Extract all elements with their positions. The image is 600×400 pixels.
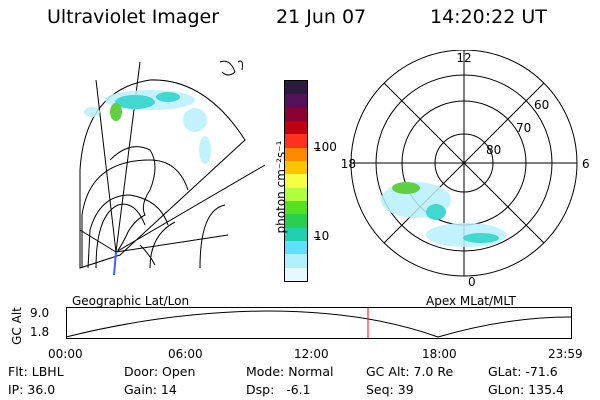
info-mode: Mode: Normal xyxy=(246,364,334,379)
mlt-label-18: 18 xyxy=(341,157,356,171)
altitude-ylabel: GC Alt xyxy=(9,307,24,345)
polar-plot: 12 18 6 0 60 70 80 xyxy=(341,50,590,289)
colorbar-band xyxy=(285,160,307,175)
altitude-ytick-bottom: 1.8 xyxy=(30,325,50,339)
altitude-plot xyxy=(66,307,572,339)
colorbar-tick-10: 10 xyxy=(314,229,330,243)
colorbar-unit-label: photon cm⁻²s⁻¹ xyxy=(274,140,288,234)
colorbar-band xyxy=(285,200,307,215)
time-label: 14:20:22 UT xyxy=(430,6,547,28)
altitude-curve xyxy=(66,310,572,338)
geo-panel-caption: Geographic Lat/Lon xyxy=(72,294,190,308)
lat-label-70: 70 xyxy=(516,121,531,135)
info-glon: GLon: 135.4 xyxy=(488,382,564,397)
colorbar-band xyxy=(285,94,307,108)
info-dsp: Dsp: -6.1 xyxy=(246,382,311,397)
colorbar-band xyxy=(285,267,307,281)
colorbar-band xyxy=(285,240,307,255)
app-title: Ultraviolet Imager xyxy=(47,6,220,28)
colorbar-band xyxy=(285,254,307,268)
xtick-0600: 06:00 xyxy=(168,347,203,361)
info-gain: Gain: 14 xyxy=(124,382,177,397)
mlt-label-12: 12 xyxy=(456,51,471,65)
colorbar xyxy=(284,80,308,282)
mlt-label-0: 0 xyxy=(468,275,476,289)
xtick-2359: 23:59 xyxy=(548,347,583,361)
mlt-label-6: 6 xyxy=(582,157,590,171)
info-flt: Flt: LBHL xyxy=(8,364,64,379)
colorbar-band xyxy=(285,187,307,201)
colorbar-tick-mark xyxy=(314,148,320,149)
geographic-map xyxy=(79,60,266,276)
colorbar-band xyxy=(285,134,307,148)
colorbar-band xyxy=(285,120,307,135)
colorbar-band xyxy=(285,107,307,121)
colorbar-band xyxy=(285,147,307,161)
info-glat: GLat: -71.6 xyxy=(488,364,558,379)
colorbar-tick-mark xyxy=(314,237,320,238)
colorbar-tick-100: 100 xyxy=(314,140,337,154)
colorbar-band xyxy=(285,81,307,95)
colorbar-band xyxy=(285,214,307,228)
info-ip: IP: 36.0 xyxy=(8,382,56,397)
geo-aurora-emission xyxy=(84,90,211,164)
polar-aurora-emission xyxy=(381,182,506,247)
polar-panel-caption: Apex MLat/MLT xyxy=(426,294,516,308)
colorbar-band xyxy=(285,227,307,241)
lat-label-80: 80 xyxy=(486,143,501,157)
xtick-0000: 00:00 xyxy=(48,347,83,361)
info-seq: Seq: 39 xyxy=(366,382,414,397)
xtick-1800: 18:00 xyxy=(422,347,457,361)
xtick-1200: 12:00 xyxy=(294,347,329,361)
lat-label-60: 60 xyxy=(534,98,549,112)
satellite-track-marker xyxy=(113,251,117,276)
info-gc-alt: GC Alt: 7.0 Re xyxy=(366,364,454,379)
colorbar-band xyxy=(285,174,307,188)
date-label: 21 Jun 07 xyxy=(276,6,367,28)
altitude-ytick-top: 9.0 xyxy=(30,306,50,320)
info-door: Door: Open xyxy=(124,364,196,379)
